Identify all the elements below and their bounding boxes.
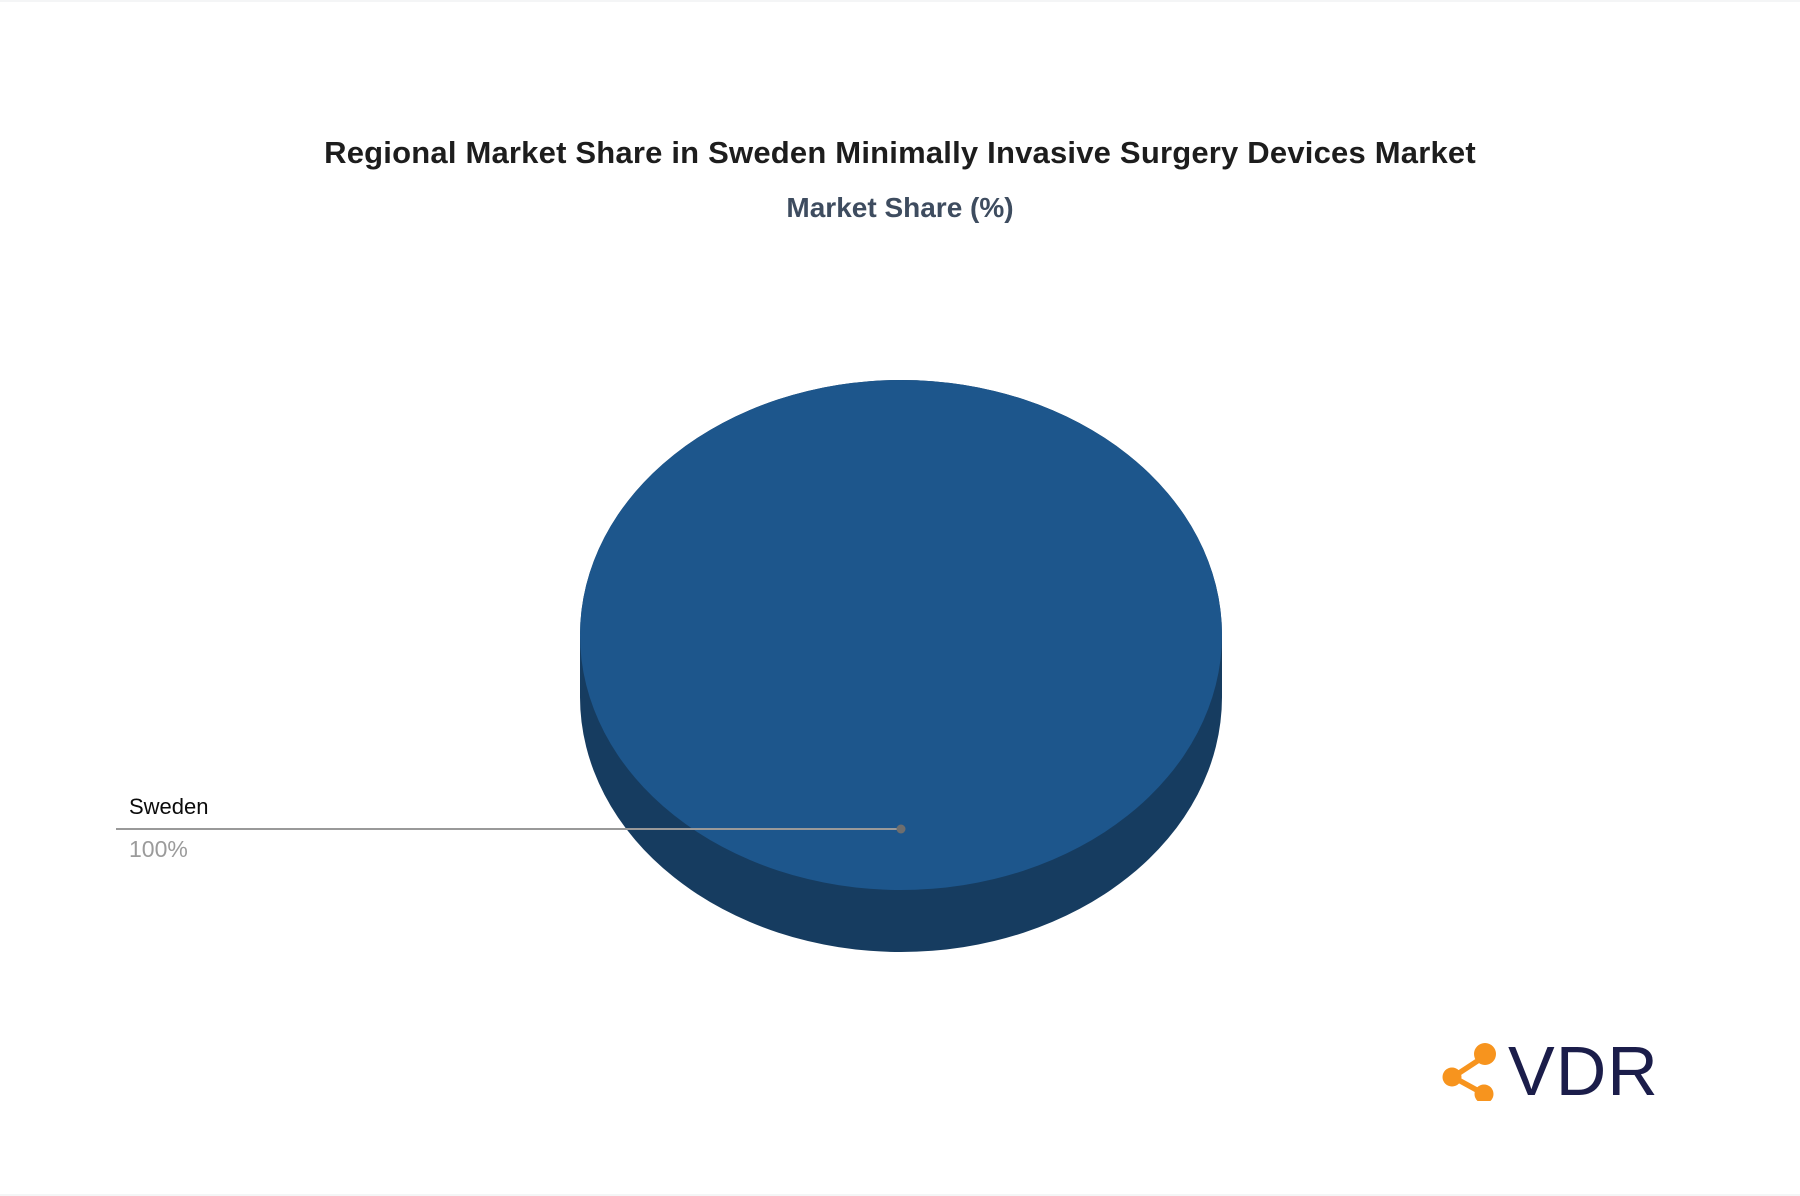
share-icon-node-top bbox=[1474, 1043, 1496, 1065]
vdr-logo: VDR bbox=[1441, 1036, 1659, 1106]
datalabel-sweden-value: 100% bbox=[129, 836, 188, 862]
pie-slice-sweden[interactable] bbox=[580, 380, 1222, 890]
share-network-icon bbox=[1442, 1043, 1496, 1101]
datalabel-sweden-name[interactable]: Sweden bbox=[129, 794, 209, 819]
share-icon-node-bottom bbox=[1474, 1084, 1494, 1101]
chart-subtitle: Market Share (%) bbox=[786, 192, 1014, 223]
chart-title: Regional Market Share in Sweden Minimall… bbox=[324, 135, 1476, 170]
vdr-logo-text: VDR bbox=[1508, 1032, 1659, 1110]
datalabel-connector-dot bbox=[896, 824, 906, 834]
share-icon-node-left bbox=[1442, 1067, 1462, 1087]
